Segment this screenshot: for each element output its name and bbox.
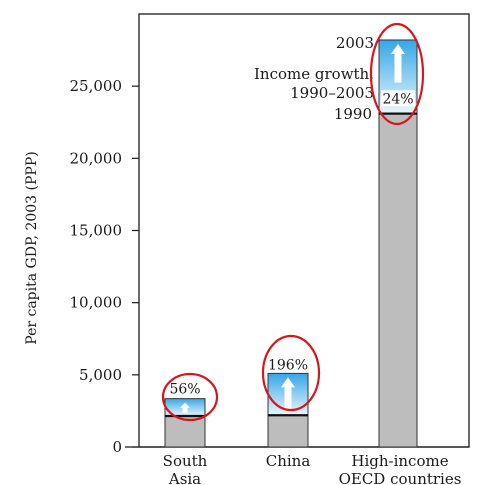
highlight-ellipse [261,334,321,412]
growth-arrow [281,377,295,413]
highlight-ellipses [161,22,425,422]
y-tick-label: 0 [112,438,122,456]
bar-1990 [164,415,206,448]
annotation-1990: 1990 [334,105,372,123]
y-tick-label: 25,000 [70,77,123,95]
y-axis-label: Per capita GDP, 2003 (PPP) [24,151,40,344]
x-category-label: South [163,452,208,470]
growth-pct-label: 24% [382,91,413,107]
y-tick-label: 15,000 [70,222,123,240]
x-category-label-line2: Asia [168,470,201,485]
bars: 56% 196% 24% [164,39,418,448]
growth-arrow [180,402,190,413]
annotation-growth-line2: 1990–2003 [290,84,374,102]
x-category-label: China [266,452,311,470]
bar-1990 [267,414,309,448]
highlight-ellipse [369,22,425,126]
growth-pct-label: 56% [169,382,200,398]
y-tick-label: 10,000 [70,294,123,312]
highlight-ellipse [161,372,219,422]
y-axis-ticks: 0 5,000 10,000 15,000 20,000 25,000 [70,77,139,456]
y-tick-label: 20,000 [70,149,123,167]
x-category-label-line2: OECD countries [339,470,462,485]
annotation-2003: 2003 [336,34,374,52]
bar-1990 [378,113,418,448]
growth-arrow [391,43,405,83]
y-tick-label: 5,000 [79,366,122,384]
annotation-growth-line1: Income growth, [254,65,374,83]
x-category-label: High-income [351,452,448,470]
growth-pct-label: 196% [268,357,308,373]
pct-label-backdrop [381,90,415,107]
